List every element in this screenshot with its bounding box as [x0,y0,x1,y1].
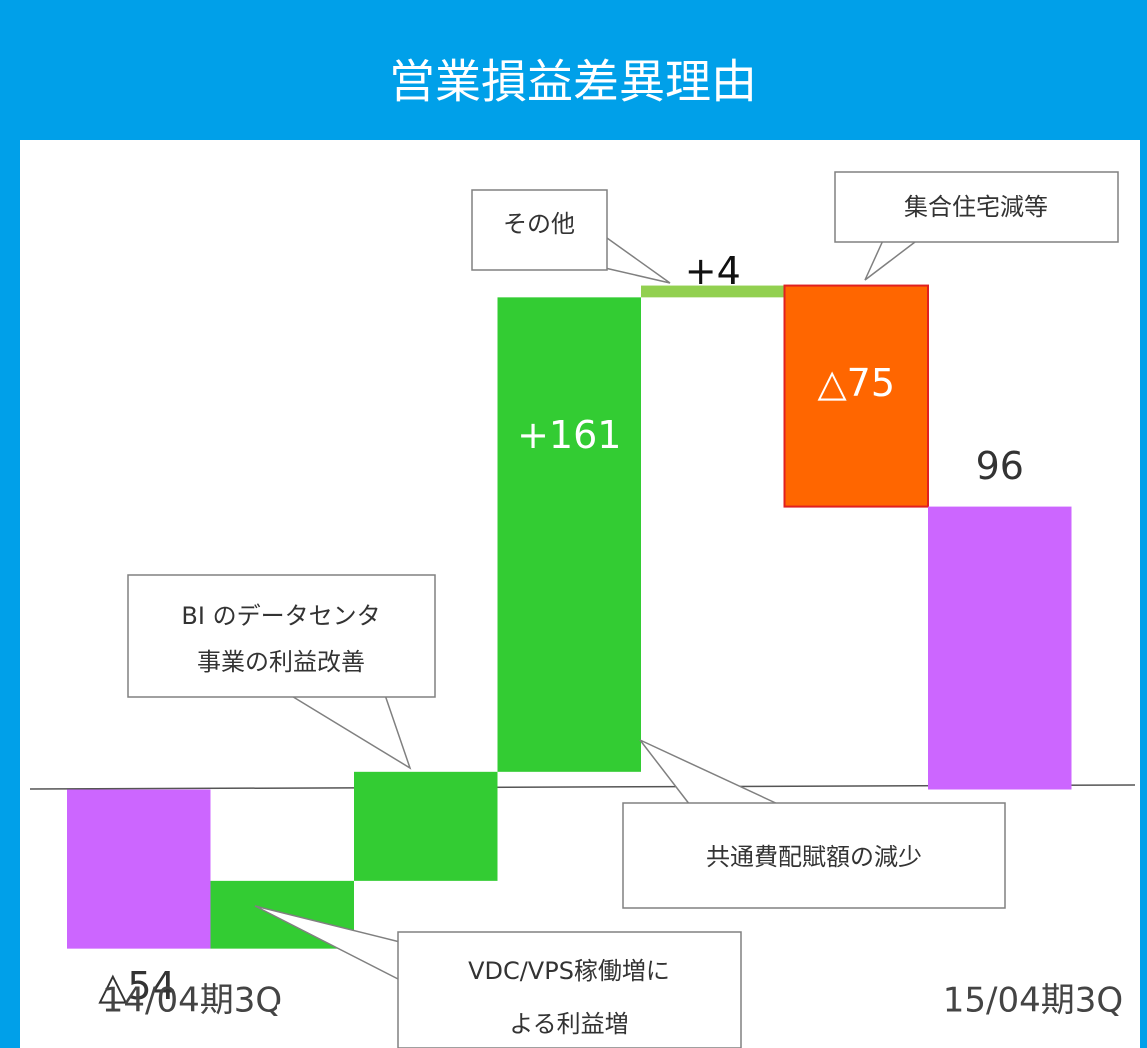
value-label: △54 [98,964,176,1008]
bar [641,285,785,298]
callout-box [397,931,742,1048]
callout-text: 集合住宅減等 [904,193,1048,221]
bar [783,284,929,508]
bar [67,789,211,949]
x-tick-label: 14/04期3Q [102,981,282,1021]
value-label: 96 [976,444,1024,488]
value-label: △75 [817,361,895,405]
callout-text: VDC/VPS稼働増に [468,957,670,985]
callout-text: よる利益増 [509,1010,628,1038]
callout-pointer [289,694,412,770]
chart-title: 営業損益差異理由 [389,55,757,109]
value-label: +37 [386,887,466,931]
bar [354,771,498,881]
callout-box [834,171,1119,243]
callout-pointer [254,905,401,981]
callout-pointer [864,235,916,281]
callout-pointer [639,739,781,806]
callout-text: 事業の利益改善 [197,648,365,676]
callout-box [127,574,436,698]
callouts: その他 集合住宅減等 BI のデータセンタ 事業の利益改善 共通費配賦額の減少 … [127,171,1119,1048]
callout-text: 共通費配賦額の減少 [706,843,922,871]
callout-box [622,802,1006,909]
value-label: +4 [685,249,741,293]
bar [497,297,641,772]
value-label: +161 [517,413,621,457]
x-tick-label: 15/04期3Q [943,981,1123,1021]
callout-text: その他 [503,210,575,238]
callout-box [471,189,608,271]
callout-pointer [599,232,671,284]
bar [928,506,1072,790]
value-label: +23 [242,996,322,1040]
callout-text: BI のデータセンタ [181,602,380,630]
